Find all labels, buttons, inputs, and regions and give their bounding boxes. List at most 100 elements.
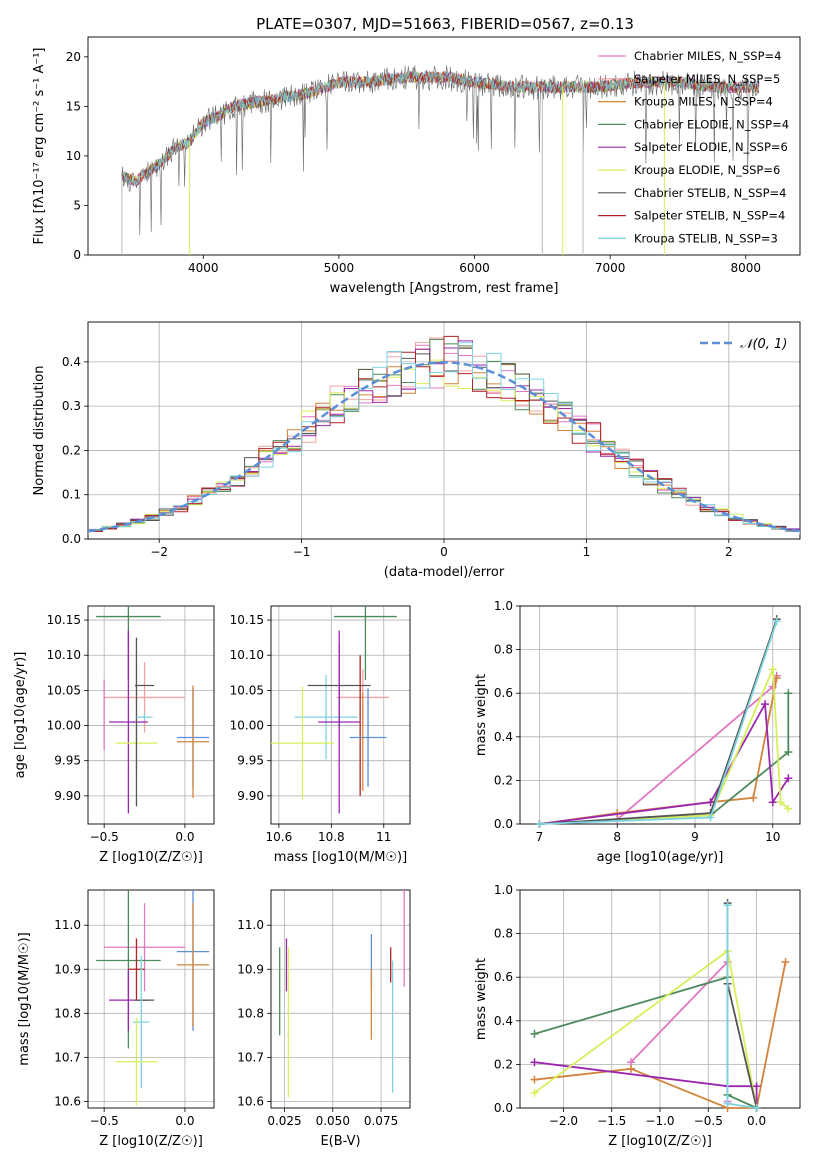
y-tick-label: 0.2	[494, 1057, 513, 1071]
y-tick-label: 10.10	[230, 648, 264, 662]
weight-marker	[723, 901, 732, 910]
age_vs_Z-axes: −0.5 0.0 9.90 9.95 10.00 10.05 10.10 10.15 Z [lo…	[13, 605, 215, 865]
weight-marker	[784, 774, 793, 783]
y-axis-label: mass weight	[474, 958, 489, 1040]
weight-marker	[530, 1088, 539, 1097]
weight-marker	[781, 957, 790, 966]
y-tick-label: 10.00	[230, 719, 264, 733]
y-tick-label: 11.0	[237, 918, 264, 932]
weight-marker	[627, 1064, 636, 1073]
x-tick-label: −2.0	[549, 1114, 578, 1128]
x-tick-label: −1.0	[645, 1114, 674, 1128]
age_vs_Z-points	[96, 606, 210, 814]
mass_vs_ebv-points	[279, 890, 405, 1097]
age_vs_Z-frame	[87, 605, 215, 825]
y-tick-label: 9.90	[237, 789, 264, 803]
weight-marker	[752, 1082, 761, 1091]
y-tick-label: 10.7	[237, 1050, 264, 1064]
y-tick-label: 10.7	[54, 1050, 81, 1064]
mass_weight_vs_Z-series	[530, 899, 790, 1112]
weight-marker	[784, 804, 793, 813]
y-axis-label: mass [log10(M/M☉)]	[17, 932, 32, 1065]
y-tick-label: 10.05	[47, 683, 81, 697]
weight-marker	[535, 820, 544, 828]
y-tick-label: 0.8	[494, 927, 513, 941]
y-tick-label: 0.0	[494, 817, 513, 831]
weight-marker	[706, 798, 715, 807]
x-axis-label: Z [log10(Z/Z☉)]	[608, 1134, 712, 1149]
x-tick-label: 0.0	[175, 830, 194, 844]
x-tick-label: −1.5	[597, 1114, 626, 1128]
x-tick-label: 11	[376, 830, 391, 844]
weight-marker	[530, 1075, 539, 1084]
figure-title: PLATE=0307, MJD=51663, FIBERID=0567, z=0…	[256, 15, 634, 33]
x-tick-label: 9	[691, 830, 699, 844]
mass_vs_Z-points	[96, 890, 210, 1106]
weight-marker	[706, 813, 715, 822]
legend-label: 𝒩(0, 1)	[740, 337, 787, 352]
weight-marker	[752, 1104, 761, 1112]
legend-label: Salpeter ELODIE, N_SSP=6	[634, 140, 788, 154]
y-tick-label: 9.95	[237, 754, 264, 768]
y-tick-label: 10.15	[230, 613, 264, 627]
y-tick-label: 0.4	[494, 1014, 513, 1028]
y-tick-label: 11.0	[54, 918, 81, 932]
spectrum-legend: Chabrier MILES, N_SSP=4 Salpeter MILES, N…	[598, 49, 789, 245]
y-tick-label: 1.0	[494, 599, 513, 613]
weight-marker	[768, 665, 777, 674]
weight-line-salpeter_elodie	[534, 1061, 758, 1108]
weight-marker	[723, 1099, 732, 1108]
x-axis-label: age [log10(age/yr)]	[597, 850, 724, 865]
x-tick-label: 8	[613, 830, 621, 844]
weight-marker	[761, 700, 769, 709]
weight-marker	[768, 798, 777, 807]
age_vs_mass-points	[271, 606, 397, 814]
x-tick-label: 8000	[730, 261, 761, 275]
x-axis-label: mass [log10(M/M☉)]	[274, 850, 407, 865]
age_vs_mass-axes: 10.6 10.8 11 9.90 9.95 10.00 10.05 10.10 10.15 ma…	[230, 605, 411, 865]
mass_vs_ebv-axes: 0.025 0.050 0.075 10.6 10.7 10.8 10.9 11.0 E(B-V…	[237, 889, 411, 1149]
y-tick-label: 10.9	[54, 962, 81, 976]
y-tick-label: 1.0	[494, 883, 513, 897]
y-tick-label: 10.6	[54, 1094, 81, 1108]
x-tick-label: 0.075	[364, 1114, 398, 1128]
x-tick-label: −0.5	[90, 830, 119, 844]
spectrum-line-kroupa_stelib	[121, 70, 760, 186]
x-axis-label: (data-model)/error	[384, 565, 505, 580]
mass_vs_Z-frame	[87, 889, 215, 1109]
legend-label: Salpeter MILES, N_SSP=5	[634, 72, 780, 86]
y-tick-label: 10.10	[47, 648, 81, 662]
mass_weight_vs_Z-frame	[519, 889, 801, 1109]
y-tick-label: 5	[73, 198, 81, 212]
y-tick-label: 0.6	[494, 686, 513, 700]
y-tick-label: 20	[66, 50, 81, 64]
histogram-kroupa_stelib	[88, 342, 800, 534]
y-tick-label: 0	[73, 248, 81, 262]
legend-label: Kroupa ELODIE, N_SSP=6	[634, 163, 780, 177]
mass_weight_vs_age-series	[535, 615, 793, 828]
y-tick-label: 0.3	[62, 399, 81, 413]
y-tick-label: 10.05	[230, 683, 264, 697]
x-tick-label: 7000	[595, 261, 626, 275]
weight-marker	[784, 689, 793, 698]
mass_weight_vs_age-axes: 7 8 9 10 0.0 0.2 0.4 0.6 0.8 1.0 age [log10(age/yr…	[474, 599, 801, 865]
legend-label: Chabrier ELODIE, N_SSP=4	[634, 117, 789, 131]
y-tick-label: 0.6	[494, 970, 513, 984]
y-tick-label: 0.1	[62, 488, 81, 502]
normal-curve	[88, 361, 800, 533]
y-axis-label: mass weight	[474, 674, 489, 756]
x-tick-label: 0	[440, 545, 448, 559]
x-tick-label: 6000	[459, 261, 490, 275]
x-tick-label: 5000	[324, 261, 355, 275]
y-tick-label: 15	[66, 99, 81, 113]
mass_vs_ebv-frame	[270, 889, 411, 1109]
x-tick-label: 1	[583, 545, 591, 559]
x-tick-label: 4000	[188, 261, 219, 275]
mass_weight_vs_Z-axes: −2.0 −1.5 −1.0 −0.5 0.0 0.0 0.2 0.4 0.6 0.8 1.0 Z […	[474, 883, 801, 1149]
spectrum-frame	[87, 36, 801, 256]
x-tick-label: 2	[725, 545, 733, 559]
y-tick-label: 10.6	[237, 1094, 264, 1108]
y-tick-label: 0.2	[494, 773, 513, 787]
x-tick-label: −0.5	[90, 1114, 119, 1128]
